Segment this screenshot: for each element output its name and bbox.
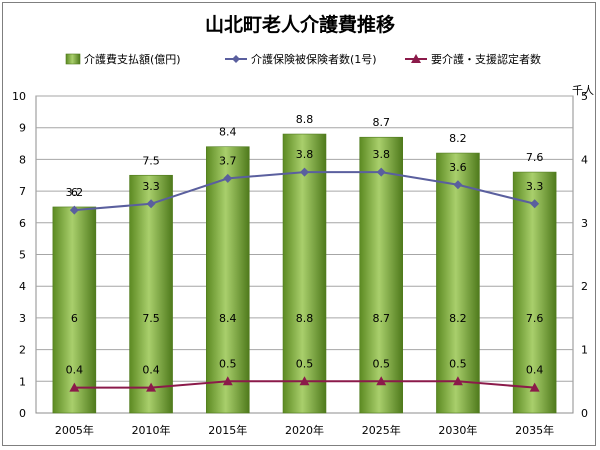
bar-top-label: 8.8: [296, 113, 314, 126]
line-point: [69, 205, 79, 215]
line-point: [453, 180, 463, 190]
left-tick-label: 6: [19, 217, 26, 230]
line-value-label: 0.5: [296, 357, 314, 370]
line-value-label: 0.4: [142, 364, 160, 377]
bar-value-label: 7.6: [526, 312, 544, 325]
legend-marker: [411, 54, 421, 63]
line-value-label: 3.3: [526, 180, 544, 193]
bar-top-label: 7.5: [142, 154, 160, 167]
right-tick-label: 2: [581, 280, 588, 293]
line-point: [300, 167, 309, 177]
left-tick-label: 7: [19, 185, 26, 198]
legend-label: 介護保険被保険者数(1号): [251, 52, 377, 66]
line-point: [452, 376, 463, 386]
legend-label: 介護費支払額(億円): [84, 52, 181, 66]
bar-top-label: 8.2: [449, 132, 467, 145]
line-point: [376, 376, 387, 386]
bar: [129, 174, 173, 414]
line-value-label: 3.3: [142, 180, 160, 193]
left-tick-label: 3: [19, 312, 26, 325]
x-tick-label: 2020年: [285, 423, 324, 437]
bar: [282, 133, 327, 414]
bar: [436, 152, 480, 414]
line-value-label: 0.4: [66, 364, 84, 377]
left-tick-label: 9: [19, 122, 26, 135]
plot-area: 0 1 2 3 4 5 6 7 8 9 10 0 1 2 3 4 5 千人 6 7.5 8.4 8.8 8.7 8.2 7…: [12, 84, 594, 437]
left-tick-label: 4: [19, 280, 26, 293]
line-point: [376, 167, 386, 177]
right-tick-label: 3: [581, 217, 588, 230]
x-tick-label: 2010年: [132, 423, 171, 437]
right-tick-label: 4: [581, 153, 588, 166]
line-value-label: 3.8: [296, 148, 314, 161]
bar: [206, 146, 250, 414]
line-point: [222, 376, 233, 386]
line-point: [146, 382, 157, 392]
right-axis-unit: 千人: [572, 84, 594, 97]
legend-label: 要介護・支援認定者数: [431, 52, 541, 66]
line-point: [530, 199, 540, 209]
left-tick-label: 10: [12, 90, 26, 103]
legend-marker: [232, 55, 240, 63]
bar-value-label: 8.4: [219, 312, 237, 325]
bar-value-label: 6: [71, 312, 78, 325]
bar-top-label: 7.6: [526, 151, 544, 164]
legend-swatch: [65, 53, 81, 65]
line-point: [223, 173, 233, 183]
bar-top-label: 8.7: [372, 116, 390, 129]
line-value-label: 3.7: [219, 154, 237, 167]
line-point: [529, 382, 540, 392]
bar-top-label: 8.4: [219, 126, 237, 139]
right-tick-label: 5: [581, 90, 588, 103]
bar-value-labels: 6 7.5 8.4 8.8 8.7 8.2 7.6 6 7.5 8.4 8.8 8.7 8.2 7.6 3.…: [66, 113, 544, 377]
bar: [52, 206, 97, 414]
line-point: [146, 199, 156, 209]
x-tick-label: 2030年: [438, 423, 477, 437]
line-value-label: 3.8: [372, 148, 390, 161]
line-series: [69, 167, 540, 392]
bar-top-label: 6: [71, 186, 78, 199]
bar-value-label: 8.8: [296, 312, 314, 325]
bar-value-label: 8.2: [449, 312, 467, 325]
line-value-label: 0.5: [372, 357, 390, 370]
x-tick-label: 2005年: [55, 423, 94, 437]
line-value-label: 3.2: [66, 186, 84, 199]
bar-value-label: 7.5: [142, 312, 160, 325]
chart-title: 山北町老人介護費推移: [205, 13, 395, 36]
left-tick-label: 1: [19, 375, 26, 388]
x-tick-label: 2025年: [362, 423, 401, 437]
line-point: [299, 376, 310, 386]
line-value-label: 0.4: [526, 364, 544, 377]
right-tick-label: 1: [581, 344, 588, 357]
line-value-label: 0.5: [449, 357, 467, 370]
right-tick-label: 0: [581, 407, 588, 420]
left-axis-ticks: 0 1 2 3 4 5 6 7 8 9 10: [12, 90, 26, 420]
line-point: [69, 382, 80, 392]
right-axis-ticks: 0 1 2 3 4 5: [581, 90, 588, 420]
x-tick-label: 2015年: [208, 423, 247, 437]
line-value-label: 3.6: [449, 161, 467, 174]
x-tick-label: 2035年: [515, 423, 554, 437]
bar: [359, 136, 403, 414]
left-tick-label: 0: [19, 407, 26, 420]
left-tick-label: 8: [19, 153, 26, 166]
bar-value-label: 8.7: [372, 312, 390, 325]
chart-frame: [2, 2, 596, 446]
x-axis-ticks: 2005年 2010年 2015年 2020年 2025年 2030年 2035年: [55, 423, 554, 437]
left-tick-label: 2: [19, 344, 26, 357]
left-tick-label: 5: [19, 249, 26, 262]
bar: [512, 171, 557, 414]
legend: 介護費支払額(億円) 介護保険被保険者数(1号) 要介護・支援認定者数: [65, 52, 541, 66]
line-value-label: 0.5: [219, 357, 237, 370]
